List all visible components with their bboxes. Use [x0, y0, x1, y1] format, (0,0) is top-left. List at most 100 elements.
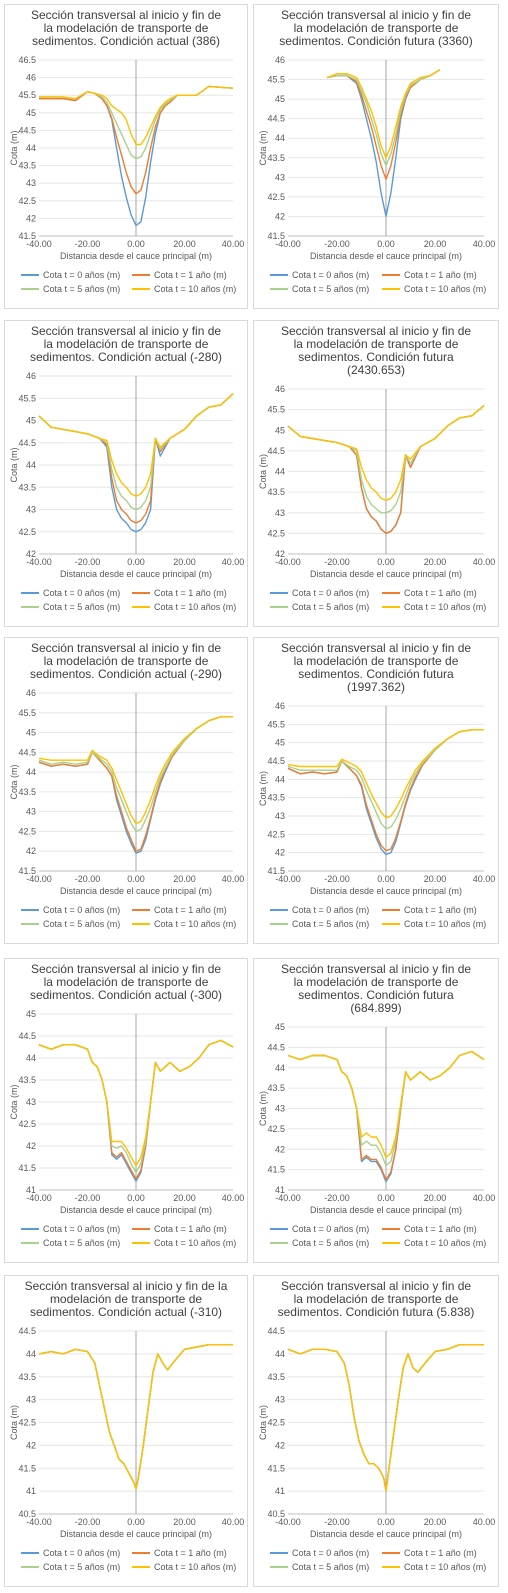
- chart-title: (2430.653): [347, 363, 405, 377]
- chart-title: la modelación de transporte de: [44, 21, 209, 35]
- series-line-4: [38, 1039, 234, 1167]
- y-tick-label: 44: [275, 467, 285, 477]
- series-line-3: [38, 715, 233, 833]
- x-tick-label: -20.00: [75, 557, 101, 567]
- legend-entry: Cota t = 1 año (m): [154, 1548, 227, 1558]
- y-tick-label: 42.5: [267, 1124, 285, 1134]
- x-tick-label: 0.00: [377, 1517, 395, 1527]
- y-tick-label: 44.5: [267, 446, 285, 456]
- chart-title: sedimentos. Condición futura: [298, 988, 454, 1002]
- chart-svg: Sección transversal al inicio y fin dela…: [258, 962, 495, 1248]
- y-tick-label: 41: [26, 1185, 36, 1195]
- x-tick-label: -20.00: [75, 1517, 101, 1527]
- legend-entry: Cota t = 5 años (m): [43, 1562, 120, 1572]
- y-tick-label: 45: [275, 425, 285, 435]
- chart-title: Sección transversal al inicio y fin de l…: [25, 1279, 228, 1293]
- series-line-4: [326, 69, 441, 159]
- legend-entry: Cota t = 0 años (m): [43, 1224, 120, 1234]
- x-tick-label: 0.00: [377, 239, 395, 249]
- chart-title: modelación de transporte de: [50, 1292, 202, 1306]
- y-tick-label: 42.5: [267, 192, 285, 202]
- y-tick-label: 42: [26, 1141, 36, 1151]
- y-axis-label: Cota (m): [258, 454, 268, 489]
- x-tick-label: 20.00: [424, 1193, 447, 1203]
- series-line-4: [39, 85, 234, 146]
- chart-title: Sección transversal al inicio y fin de: [281, 962, 471, 976]
- series-line-3: [327, 69, 441, 167]
- y-tick-label: 43.5: [18, 161, 36, 171]
- x-tick-label: 0.00: [127, 557, 145, 567]
- series-line-4: [287, 729, 484, 819]
- chart-panel: Sección transversal al inicio y fin de la…: [253, 4, 499, 309]
- y-tick-label: 44.5: [18, 438, 36, 448]
- y-tick-label: 44.5: [18, 1031, 36, 1041]
- x-tick-label: 20.00: [424, 557, 447, 567]
- y-axis-label: Cota (m): [9, 1405, 19, 1440]
- y-tick-label: 42.5: [18, 527, 36, 537]
- x-tick-label: 40.00: [222, 239, 245, 249]
- y-axis-label: Cota (m): [258, 1405, 268, 1440]
- y-tick-label: 42: [275, 848, 285, 858]
- x-tick-label: -40.00: [275, 1517, 301, 1527]
- legend-entry: Cota t = 10 años (m): [404, 284, 486, 294]
- y-tick-label: 41: [275, 1185, 285, 1195]
- x-axis-label: Distancia desde el cauce principal (m): [60, 569, 212, 579]
- y-tick-label: 41.5: [267, 1165, 285, 1175]
- y-tick-label: 42: [275, 549, 285, 559]
- x-tick-label: 40.00: [222, 1193, 245, 1203]
- chart-title: Sección transversal al inicio y fin de: [281, 8, 471, 22]
- x-tick-label: 40.00: [473, 557, 496, 567]
- y-tick-label: 43: [275, 811, 285, 821]
- y-tick-label: 43.5: [18, 1372, 36, 1382]
- legend-entry: Cota t = 5 años (m): [292, 284, 369, 294]
- chart-title: la modelación de transporte de: [294, 654, 459, 668]
- x-tick-label: 40.00: [222, 874, 245, 884]
- chart-title: Sección transversal al inicio y fin de: [281, 324, 471, 338]
- x-tick-label: -40.00: [26, 239, 52, 249]
- x-tick-label: -40.00: [275, 874, 301, 884]
- chart-title: sedimentos. Condición actual (-310): [30, 1305, 222, 1319]
- x-tick-label: 40.00: [222, 557, 245, 567]
- chart-title: la modelación de transporte de: [294, 21, 459, 35]
- y-tick-label: 45: [26, 416, 36, 426]
- y-tick-label: 43.5: [267, 487, 285, 497]
- chart-panel: Sección transversal al inicio y fin de la…: [4, 320, 248, 627]
- x-tick-label: 20.00: [173, 239, 196, 249]
- series-line-4: [38, 393, 234, 497]
- chart-svg: Sección transversal al inicio y fin dela…: [258, 8, 495, 294]
- legend-entry: Cota t = 0 años (m): [292, 270, 369, 280]
- y-tick-label: 42.5: [18, 826, 36, 836]
- legend-entry: Cota t = 10 años (m): [154, 284, 236, 294]
- x-tick-label: -40.00: [275, 1193, 301, 1203]
- chart-title: sedimentos. Condición futura (3360): [279, 34, 472, 48]
- legend-entry: Cota t = 0 años (m): [292, 588, 369, 598]
- legend-entry: Cota t = 1 año (m): [404, 270, 477, 280]
- legend-entry: Cota t = 10 años (m): [154, 1238, 236, 1248]
- y-tick-label: 43: [275, 1395, 285, 1405]
- y-tick-label: 43.5: [18, 787, 36, 797]
- y-tick-label: 44: [275, 133, 285, 143]
- chart-title: la modelación de transporte de: [294, 975, 459, 989]
- y-axis-label: Cota (m): [258, 771, 268, 806]
- y-tick-label: 44: [26, 143, 36, 153]
- y-tick-label: 43.5: [18, 482, 36, 492]
- x-axis-label: Distancia desde el cauce principal (m): [60, 886, 212, 896]
- y-axis-label: Cota (m): [9, 764, 19, 799]
- legend-entry: Cota t = 0 años (m): [292, 1224, 369, 1234]
- y-axis-label: Cota (m): [9, 1084, 19, 1119]
- y-tick-label: 40.5: [267, 1509, 285, 1519]
- y-tick-label: 43: [26, 178, 36, 188]
- y-tick-label: 44: [26, 460, 36, 470]
- chart-title: Sección transversal al inicio y fin de: [31, 324, 221, 338]
- legend-entry: Cota t = 0 años (m): [292, 905, 369, 915]
- y-tick-label: 43: [26, 1395, 36, 1405]
- y-tick-label: 44.5: [18, 125, 36, 135]
- chart-title: Sección transversal al inicio y fin de: [31, 641, 221, 655]
- y-tick-label: 46: [26, 371, 36, 381]
- x-tick-label: 20.00: [173, 874, 196, 884]
- y-tick-label: 43: [26, 1097, 36, 1107]
- chart-panel: Sección transversal al inicio y fin de la…: [253, 1275, 499, 1587]
- x-tick-label: -40.00: [26, 874, 52, 884]
- series-line-4: [287, 404, 485, 502]
- legend-entry: Cota t = 10 años (m): [154, 919, 236, 929]
